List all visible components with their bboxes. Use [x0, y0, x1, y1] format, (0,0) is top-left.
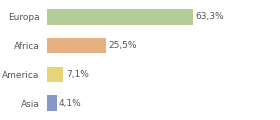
Bar [47, 96, 57, 111]
Bar [47, 66, 64, 82]
Text: 25,5%: 25,5% [108, 41, 137, 50]
Text: 7,1%: 7,1% [66, 70, 89, 79]
Bar [47, 38, 106, 54]
Text: 4,1%: 4,1% [59, 99, 81, 108]
Text: 63,3%: 63,3% [195, 12, 224, 21]
Bar [47, 9, 193, 24]
